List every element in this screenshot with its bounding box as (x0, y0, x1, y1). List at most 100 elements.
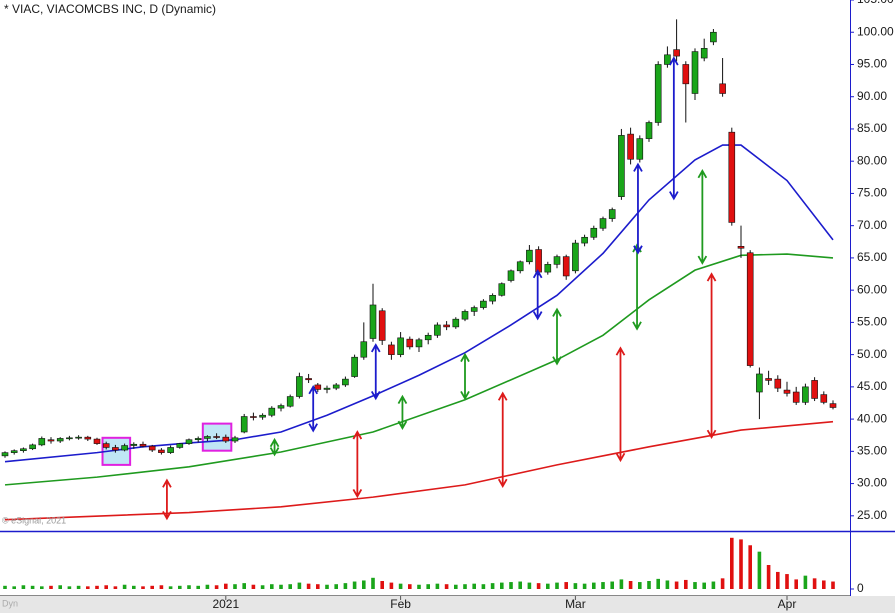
volume-bar (398, 583, 403, 589)
volume-bar (224, 583, 228, 589)
volume-bar (619, 579, 624, 589)
volume-bar (610, 581, 614, 589)
volume-bar (408, 584, 412, 589)
volume-bar (417, 584, 421, 589)
volume-bar (435, 583, 440, 589)
volume-bar (536, 583, 541, 589)
volume-bar (371, 577, 375, 589)
volume-bar (573, 583, 578, 589)
candle-body (590, 227, 598, 238)
volume-bar (141, 586, 145, 589)
candle-body (1, 452, 9, 457)
candle-body (434, 324, 441, 336)
candle-body (185, 439, 193, 444)
candle-body (535, 249, 542, 273)
volume-tick-label: 0 (857, 581, 864, 595)
volume-bar (693, 582, 697, 589)
volume-bar (297, 582, 302, 589)
volume-bar (270, 584, 274, 589)
volume-bar (555, 582, 559, 589)
volume-bar (426, 584, 430, 589)
volume-bar (306, 583, 311, 589)
candle-body (296, 376, 303, 397)
volume-bar (122, 584, 127, 589)
candle-body (636, 138, 644, 160)
volume-bar (214, 585, 219, 589)
candle-body (240, 416, 248, 433)
volume-bar (76, 585, 81, 589)
candle-body (286, 396, 294, 407)
candle-body (360, 341, 368, 358)
candle-body (452, 318, 460, 328)
candle-body (516, 261, 524, 272)
candle-body (139, 443, 147, 447)
volume-bar (21, 585, 26, 589)
volume-bar (702, 582, 706, 589)
volume-bar (279, 584, 283, 589)
volume-bar (684, 579, 688, 589)
volume-bar (711, 581, 716, 589)
candle-body (443, 324, 450, 328)
volume-bar (40, 586, 44, 589)
candle-body (664, 54, 671, 65)
candle-body (250, 416, 257, 418)
candle-body (47, 439, 55, 442)
y-tick-label: 45.00 (857, 379, 887, 393)
volume-bar (481, 584, 486, 589)
candle-body (10, 450, 18, 453)
arrow (162, 478, 172, 521)
candle-body (783, 389, 791, 394)
volume-bar (12, 586, 16, 589)
candle-body (29, 444, 36, 450)
arrow (397, 394, 408, 430)
candle-body (645, 122, 653, 139)
candle-body (388, 344, 395, 355)
candle-body (581, 236, 588, 244)
volume-bar (178, 585, 182, 589)
arrow (308, 385, 318, 433)
arrow (669, 56, 679, 201)
volume-bar (150, 585, 154, 589)
corner-label: Dyn (2, 598, 18, 608)
volume-bar (113, 586, 118, 589)
y-tick-label: 55.00 (857, 315, 887, 329)
chart-title: * VIAC, VIACOMCBS INC, D (Dynamic) (4, 2, 216, 16)
candle-body (719, 83, 726, 94)
candle-body (480, 300, 487, 308)
volume-bar (757, 551, 762, 589)
candle-body (820, 394, 828, 403)
arrow (633, 162, 643, 255)
volume-bar (463, 584, 467, 589)
volume-bar (159, 585, 164, 589)
candle-body (342, 378, 349, 386)
candle-body (332, 384, 340, 389)
volume-bar (647, 581, 651, 589)
arrow (352, 430, 363, 499)
date-axis-strip (0, 596, 895, 613)
candle-body (691, 51, 699, 94)
x-tick-label: Feb (390, 597, 411, 611)
y-tick-label: 80.00 (857, 153, 887, 167)
candle-body (397, 337, 404, 355)
volume-bar (444, 584, 449, 589)
volume-bar (582, 583, 587, 589)
candle-body (112, 447, 119, 451)
candle-body (562, 256, 570, 277)
volume-bar (3, 585, 7, 589)
y-tick-label: 90.00 (857, 89, 887, 103)
candle-body (608, 209, 616, 219)
volume-bar (748, 545, 752, 589)
candle-body (351, 356, 358, 377)
candle-body (553, 256, 561, 265)
candle-body (627, 133, 634, 160)
volume-bar (454, 584, 458, 589)
candle-body (774, 378, 782, 389)
volume-bar (168, 586, 173, 589)
y-tick-label: 105.00 (857, 0, 894, 6)
candle-body (756, 373, 763, 393)
y-tick-label: 95.00 (857, 57, 887, 71)
candle-body (20, 448, 27, 451)
arrow (697, 169, 708, 265)
candle-body (56, 438, 64, 442)
